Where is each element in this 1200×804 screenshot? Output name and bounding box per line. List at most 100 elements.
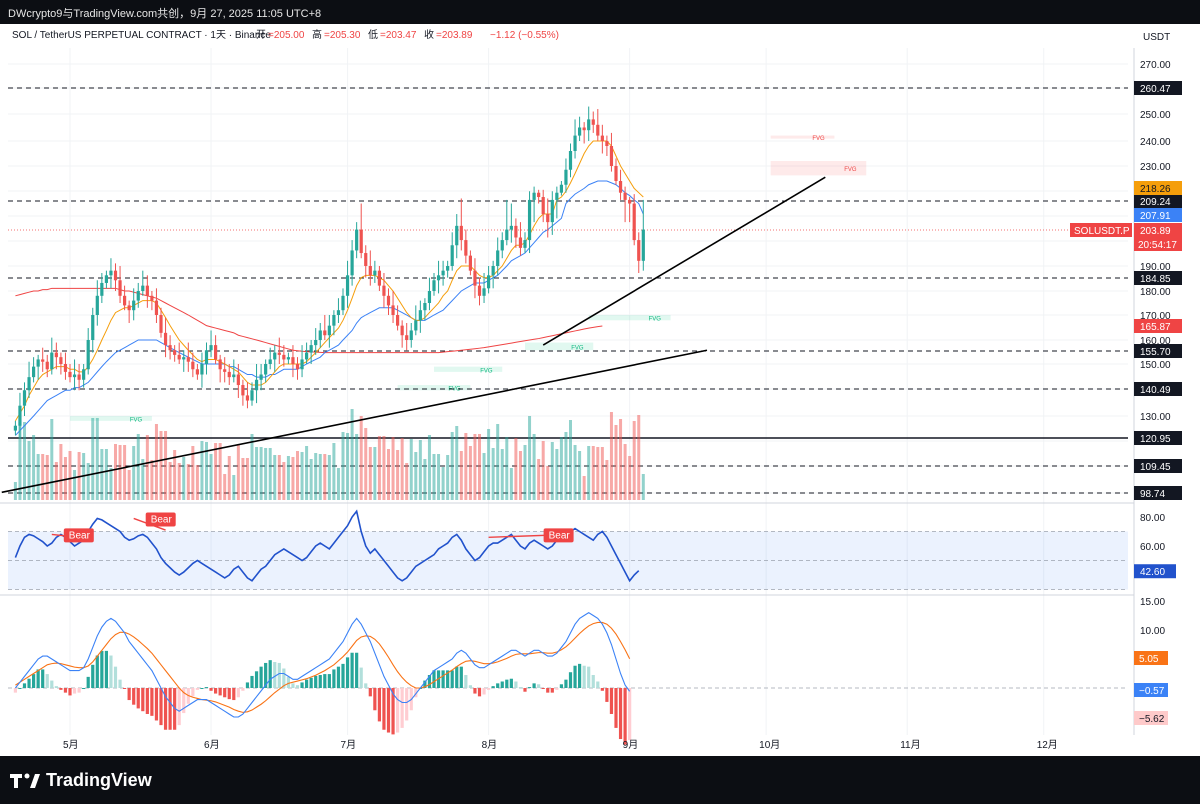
volume-bar: [127, 470, 131, 500]
volume-bar: [359, 416, 363, 500]
time-axis[interactable]: 5月 6月 7月 8月 9月 10月 11月 12月: [63, 739, 1058, 751]
macd-histogram-bar: [305, 679, 309, 688]
candle-body: [605, 141, 609, 146]
candle-body: [209, 345, 213, 351]
level-tag-bg: [1134, 431, 1182, 445]
macd-histogram-bar: [245, 682, 250, 688]
time-tick: 11月: [900, 739, 920, 751]
macd-histogram-bar: [359, 667, 363, 688]
volume-bar: [45, 455, 49, 500]
candle-body: [277, 352, 281, 355]
volume-bar: [464, 433, 468, 500]
price-axis[interactable]: 270.00 250.00 240.00 230.00 190.00 180.00 170.…: [1070, 60, 1182, 725]
volume-bar: [482, 453, 486, 500]
macd-histogram-bar: [182, 688, 186, 714]
volume-bar: [596, 447, 600, 500]
candle-body: [236, 374, 240, 386]
price-tick: 250.00: [1140, 110, 1171, 121]
level-tag-bg: [1134, 382, 1182, 396]
candles[interactable]: [13, 106, 645, 438]
candle-body: [414, 320, 418, 331]
fvg-zone: [397, 385, 471, 391]
macd-histogram-bar: [386, 688, 391, 733]
macd-histogram-bar: [609, 688, 614, 714]
macd-histogram-bar: [291, 683, 295, 688]
candle-body: [600, 135, 604, 141]
volume-bar: [605, 460, 609, 500]
macd-histogram-bar: [414, 688, 418, 698]
candle-body: [18, 405, 22, 426]
time-tick: 9月: [623, 739, 639, 751]
macd-histogram-bar: [154, 688, 159, 721]
volume-bar: [377, 436, 381, 500]
candle-body: [136, 291, 140, 301]
macd-histogram-bar: [318, 675, 322, 688]
candle-body: [327, 325, 331, 336]
tradingview-logo[interactable]: TradingView: [10, 770, 152, 791]
candle-body: [77, 374, 81, 380]
candle-body: [487, 275, 491, 289]
volume-bar: [364, 428, 368, 500]
candle-body: [214, 345, 218, 360]
macd-histogram-bar: [614, 688, 618, 728]
trading-chart[interactable]: FVG FVG FVG FVG FVG FVG FVG Bear Bear Bear 270.0…: [0, 24, 1200, 756]
macd-histogram-bar: [18, 688, 22, 689]
level-tag-bg: [1134, 194, 1182, 208]
macd-histogram-bar: [32, 674, 36, 688]
macd-histogram-bar: [527, 687, 532, 689]
volume-bar: [291, 457, 295, 500]
volume-bar: [491, 448, 495, 500]
macd-histogram-bar: [300, 682, 304, 688]
volume-bar: [405, 463, 409, 500]
trendline: [542, 176, 826, 346]
volume-bar: [641, 474, 645, 500]
macd-histogram-bar: [350, 652, 354, 688]
volume-bar: [32, 435, 36, 500]
price-tick: 270.00: [1140, 60, 1171, 71]
volume-bar: [350, 409, 354, 500]
volume-bar: [336, 468, 340, 500]
candle-body: [432, 280, 436, 291]
price-tick: 170.00: [1140, 311, 1171, 322]
candle-body: [218, 359, 222, 370]
candle-body: [82, 369, 86, 380]
macd-histogram-bar: [45, 674, 49, 688]
volume-bar: [327, 455, 331, 500]
macd-histogram-bar: [582, 665, 586, 688]
countdown-bg: [1134, 237, 1182, 251]
macd-histogram-bar: [341, 663, 345, 688]
macd-histogram-bar: [277, 662, 281, 688]
macd-histogram-bar: [323, 674, 327, 688]
candle-body: [191, 361, 195, 370]
volume-bar: [468, 446, 472, 500]
price-tick: 240.00: [1140, 137, 1171, 148]
candle-body: [100, 282, 104, 296]
volume-bar: [268, 448, 272, 500]
fvg-zone: [434, 366, 503, 372]
macd-histogram-bar: [482, 688, 486, 695]
candle-body: [123, 295, 127, 306]
candle-body: [286, 357, 290, 360]
volume-bar: [382, 436, 386, 500]
candle-body: [204, 350, 209, 364]
price-tick: 180.00: [1140, 287, 1171, 298]
volume-bar: [41, 454, 45, 500]
volume-bar: [582, 476, 586, 500]
volume-bar: [200, 441, 204, 500]
candle-body: [200, 364, 204, 375]
macd-histogram-bar: [578, 663, 582, 688]
macd-histogram-bar: [509, 678, 513, 688]
candle-body: [291, 357, 295, 364]
volume-bar: [496, 424, 500, 500]
volume-bar: [409, 439, 413, 500]
macd-histogram-bar: [564, 679, 568, 688]
volume-bar: [637, 415, 641, 500]
macd-histogram-bar: [327, 674, 331, 688]
symbol-tag: SOLUSDT.P: [1074, 226, 1130, 237]
candle-body: [273, 352, 277, 360]
candle-body: [163, 332, 168, 346]
candle-body: [245, 395, 250, 401]
candle-body: [400, 325, 404, 336]
macd-histogram-bar: [241, 688, 245, 691]
trendlines[interactable]: [1, 176, 826, 494]
